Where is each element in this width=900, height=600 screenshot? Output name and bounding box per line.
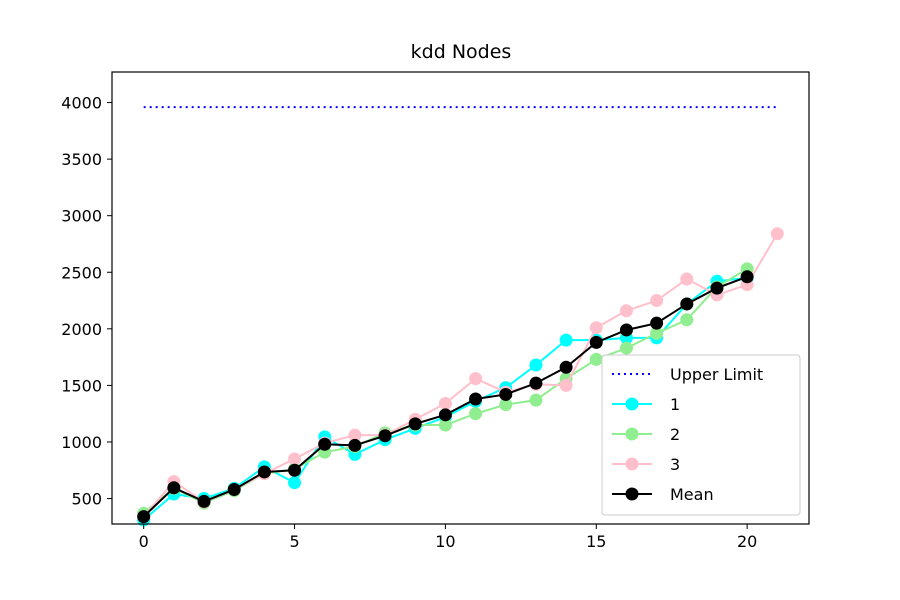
y-tick-label: 2500 [61,263,102,282]
legend: Upper Limit 1 2 3 Mean [601,354,801,516]
series-2-point [499,398,513,412]
chart-title: kdd Nodes [411,41,512,63]
x-tick-label: 0 [139,532,149,551]
legend-box [601,354,801,516]
series-2-point [529,393,543,407]
legend-label: Mean [670,485,714,504]
plot-frame [111,71,810,525]
series-3-point [680,272,694,286]
series-1-point [559,333,573,347]
legend-marker [625,397,639,411]
series-3-point [438,397,452,411]
series-1-point [529,358,543,372]
legend-marker [625,487,639,501]
y-tick-label: 1500 [61,376,102,395]
series-mean-point [740,270,754,284]
y-tick-label: 3500 [61,150,102,169]
legend-label: 3 [670,455,680,474]
x-tick-label: 15 [586,532,606,551]
x-tick-label: 20 [737,532,757,551]
series-mean-point [619,323,633,337]
legend-label: 1 [670,395,680,414]
legend-marker [625,427,639,441]
series-2-point [680,313,694,327]
series-mean-point [499,387,513,401]
series-2-point [438,418,452,432]
y-tick-label: 500 [71,490,102,509]
series-mean-point [559,360,573,374]
series-3-point [770,227,784,241]
y-tick-label: 2000 [61,320,102,339]
series-3-point [348,428,362,442]
series-mean-point [167,481,181,495]
series-mean-point [378,429,392,443]
series-mean-point [438,408,452,422]
series-mean-point [529,376,543,390]
series-2-point [589,352,603,366]
series-2-point [469,407,483,421]
x-tick-label: 5 [289,532,299,551]
series-mean-point [469,392,483,406]
series-mean-point [680,297,694,311]
series-3-point [559,378,573,392]
series-2-point [619,341,633,355]
y-tick-label: 1000 [61,433,102,452]
series-3-point [589,321,603,335]
legend-label: Upper Limit [670,365,763,384]
y-tick-label: 3000 [61,207,102,226]
series-2-point [650,326,664,340]
x-tick-label: 10 [435,532,455,551]
series-3-point [619,304,633,318]
series-mean-point [589,335,603,349]
series-mean-point [318,437,332,451]
legend-label: 2 [670,425,680,444]
series-mean-point [227,482,241,496]
series-1-point [288,476,302,490]
series-mean-point [408,417,422,431]
series-mean-point [197,494,211,508]
series-mean-point [650,316,664,330]
y-tick-label: 4000 [61,94,102,113]
series-3-point [469,372,483,386]
series-3-point [650,294,664,308]
series-mean-point [348,438,362,452]
series-mean-point [288,463,302,477]
series-mean-point [257,465,271,479]
series-mean-point [710,281,724,295]
series-mean-point [137,510,151,524]
legend-marker [625,457,639,471]
series-3-point [288,452,302,466]
